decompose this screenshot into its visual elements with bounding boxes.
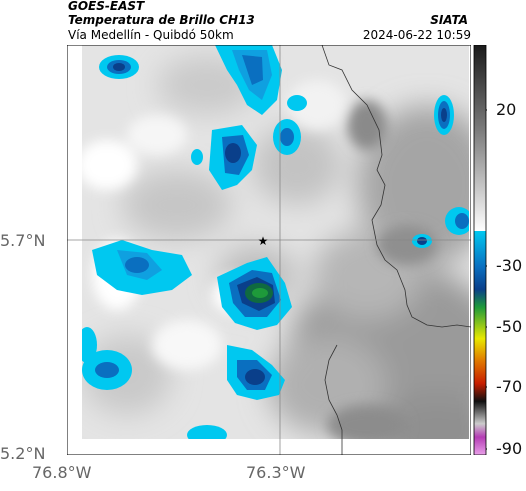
colorbar-tick: 20 bbox=[496, 100, 517, 119]
cell-right bbox=[412, 95, 469, 248]
cell-lower bbox=[82, 327, 285, 439]
timestamp: 2024-06-22 10:59 bbox=[362, 28, 471, 42]
convective-cells bbox=[82, 45, 469, 439]
brightness-temperature-map[interactable]: ★ bbox=[67, 45, 471, 455]
country-border bbox=[321, 45, 471, 455]
colorbar-tick: -50 bbox=[496, 317, 523, 336]
crosshair bbox=[67, 45, 471, 455]
cell-top-left bbox=[99, 55, 139, 79]
star-icon: ★ bbox=[258, 234, 269, 248]
x-tick-label: 76.8°W bbox=[32, 463, 92, 482]
colorbar bbox=[473, 45, 487, 455]
cell-top-center bbox=[215, 45, 307, 115]
colorbar-tick: -90 bbox=[496, 439, 523, 458]
cell-left bbox=[92, 240, 192, 295]
satellite-label: GOES-EAST bbox=[68, 0, 145, 13]
org-label: SIATA bbox=[430, 13, 468, 27]
y-tick-label: 5.7°N bbox=[0, 231, 46, 250]
colorbar-tick: -70 bbox=[496, 377, 523, 396]
cell-center-core bbox=[217, 257, 292, 330]
product-title: Temperatura de Brillo CH13 bbox=[68, 13, 255, 27]
colorbar-tick: -30 bbox=[496, 256, 523, 275]
y-tick-label: 5.2°N bbox=[0, 444, 46, 463]
x-tick-label: 76.3°W bbox=[246, 463, 306, 482]
route-label: Vía Medellín - Quibdó 50km bbox=[68, 28, 234, 42]
